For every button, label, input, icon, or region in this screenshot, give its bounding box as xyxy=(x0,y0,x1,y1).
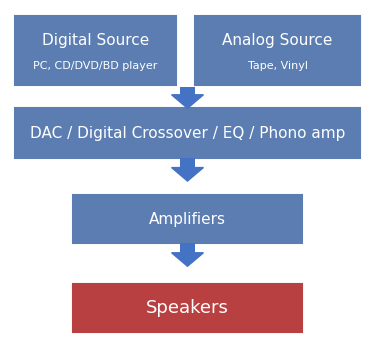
Text: PC, CD/DVD/BD player: PC, CD/DVD/BD player xyxy=(33,61,158,71)
Polygon shape xyxy=(171,95,203,108)
FancyBboxPatch shape xyxy=(73,195,302,243)
Polygon shape xyxy=(171,168,203,181)
Text: Digital Source: Digital Source xyxy=(42,33,149,48)
FancyBboxPatch shape xyxy=(15,108,360,158)
FancyBboxPatch shape xyxy=(15,16,176,85)
Bar xyxy=(180,87,195,95)
Text: Amplifiers: Amplifiers xyxy=(149,212,226,227)
Polygon shape xyxy=(171,253,203,266)
FancyBboxPatch shape xyxy=(195,16,360,85)
Text: Analog Source: Analog Source xyxy=(222,33,333,48)
Bar xyxy=(180,243,195,253)
Text: Tape, Vinyl: Tape, Vinyl xyxy=(248,61,308,71)
FancyBboxPatch shape xyxy=(73,284,302,332)
Text: Speakers: Speakers xyxy=(146,299,229,317)
Text: DAC / Digital Crossover / EQ / Phono amp: DAC / Digital Crossover / EQ / Phono amp xyxy=(30,126,345,141)
Bar xyxy=(180,158,195,168)
